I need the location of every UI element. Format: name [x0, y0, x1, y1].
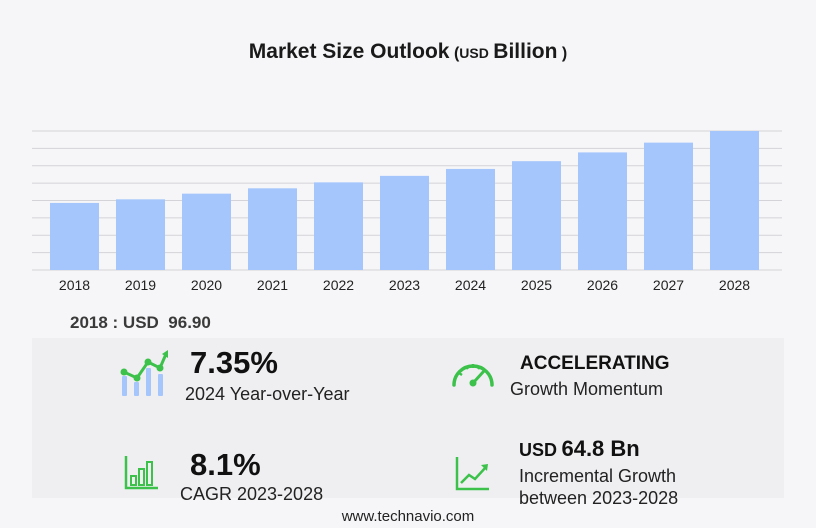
x-tick-label: 2027 [653, 277, 684, 293]
footer-url: www.technavio.com [341, 508, 475, 525]
chart-title-main: Market Size Outlook [248, 40, 450, 63]
chart-title-open-paren: ( [453, 45, 460, 62]
incremental-currency: USD [519, 440, 558, 460]
chart-bars [50, 131, 759, 270]
yoy-label: 2024 Year-over-Year [185, 384, 350, 404]
bar-2027 [644, 142, 693, 270]
chart-title-unit: USD [459, 45, 489, 61]
base-year-label: 2018 : USD [70, 313, 159, 332]
x-tick-label: 2020 [191, 277, 222, 293]
x-tick-label: 2025 [521, 277, 552, 293]
base-year-value: 2018 : USD 96.90 [70, 313, 211, 333]
x-tick-label: 2021 [257, 277, 288, 293]
bar-2026 [578, 152, 627, 270]
x-tick-label: 2026 [587, 277, 618, 293]
chart-title-billion: Billion [493, 40, 558, 63]
momentum-label: Growth Momentum [510, 379, 664, 399]
bar-2022 [314, 182, 363, 270]
trend-line-icon [455, 457, 489, 491]
incremental-label-line2: between 2023-2028 [519, 488, 679, 508]
cagr-value: 8.1% [190, 447, 261, 482]
incremental-value: USD 64.8 Bn [519, 436, 640, 462]
x-tick-label: 2022 [323, 277, 354, 293]
chart-title: Market Size Outlook (USD Billion ) [0, 40, 816, 64]
bar-2019 [116, 199, 165, 270]
chart-x-ticks: 2018 2019 2020 2021 2022 2023 2024 2025 2026 2027… [59, 277, 750, 293]
bar-2025 [512, 161, 561, 270]
incremental-label-line1: Incremental Growth [519, 466, 677, 486]
x-tick-label: 2019 [125, 277, 156, 293]
x-tick-label: 2028 [719, 277, 750, 293]
growth-chart-icon [120, 350, 168, 396]
chart-title-close-paren: ) [561, 45, 568, 62]
bar-2020 [182, 193, 231, 270]
x-tick-label: 2018 [59, 277, 90, 293]
stats-panel [32, 338, 784, 498]
bar-chart: 2018 2019 2020 2021 2022 2023 2024 2025 2026 2027… [32, 130, 782, 293]
bar-2024 [446, 168, 495, 270]
momentum-value: ACCELERATING [520, 353, 670, 374]
bar-2028 [710, 131, 759, 270]
x-tick-label: 2024 [455, 277, 486, 293]
bar-2023 [380, 175, 429, 270]
x-tick-label: 2023 [389, 277, 420, 293]
bar-chart-icon [124, 456, 158, 490]
cagr-label: CAGR 2023-2028 [180, 484, 324, 504]
speedometer-icon [452, 364, 494, 387]
bar-2021 [248, 188, 297, 270]
base-year-amount: 96.90 [168, 313, 211, 332]
incremental-amount: 64.8 Bn [561, 436, 640, 461]
bar-2018 [50, 202, 99, 270]
yoy-value: 7.35% [190, 345, 278, 380]
